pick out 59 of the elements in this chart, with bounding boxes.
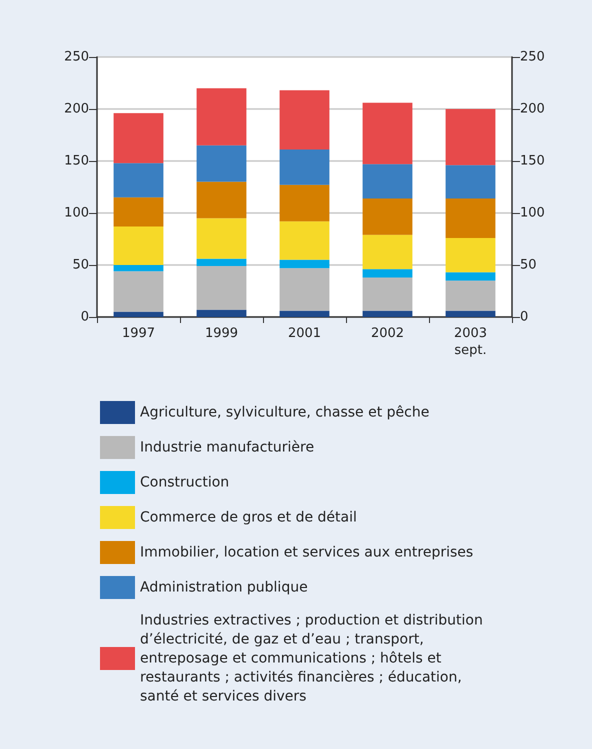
legend-label: Agriculture, sylviculture, chasse et pêche <box>140 404 430 420</box>
bar <box>280 221 330 260</box>
x-tick-label: 2003 sept. <box>454 326 488 358</box>
y2-tick-label: 50 <box>520 258 537 272</box>
bar <box>196 145 246 182</box>
bar <box>362 234 412 270</box>
bar <box>114 271 164 312</box>
bar <box>446 310 496 317</box>
x-tick-label: 1999 <box>204 326 238 341</box>
bar <box>196 258 246 266</box>
y-tick-label: 150 <box>64 154 89 168</box>
legend-label: Commerce de gros et de détail <box>140 510 357 526</box>
bar <box>114 265 164 272</box>
bar <box>280 268 330 311</box>
legend-label: Industries extractives ; production et distribution d’électricité, de gaz et d’eau ; transport, entreposage et communications ; hôtels et restaurants ; activités financières ; éducation, santé et services divers <box>140 612 488 704</box>
bar <box>114 226 164 265</box>
bar <box>196 310 246 317</box>
bar <box>196 218 246 259</box>
x-tick-label: 2001 <box>288 326 322 341</box>
bar <box>362 277 412 311</box>
y2-tick-label: 200 <box>520 102 545 116</box>
x-tick-label: 2002 <box>370 326 404 341</box>
bar <box>446 238 496 272</box>
bar <box>114 163 164 198</box>
bar <box>446 109 496 166</box>
bar <box>280 310 330 317</box>
bar <box>196 266 246 310</box>
bar <box>362 310 412 317</box>
bar <box>362 102 412 164</box>
y-tick-label: 100 <box>64 206 89 220</box>
y-tick-label: 50 <box>72 258 89 272</box>
bar <box>114 312 164 317</box>
legend-label: Construction <box>140 474 230 490</box>
bar <box>362 269 412 278</box>
x-tick-label: 1997 <box>122 326 156 341</box>
legend-label: Industrie manufacturière <box>140 440 314 456</box>
bar <box>446 165 496 198</box>
y2-tick-label: 100 <box>520 206 545 220</box>
y2-tick-label: 0 <box>520 310 528 324</box>
bar <box>280 150 330 185</box>
y-tick-label: 250 <box>64 50 89 64</box>
bar <box>362 198 412 235</box>
bar <box>446 198 496 238</box>
bar <box>114 197 164 227</box>
bar <box>446 280 496 311</box>
bar <box>362 164 412 198</box>
y-tick-label: 0 <box>80 310 89 324</box>
legend-label: Immobilier, location et services aux entreprises <box>140 544 474 560</box>
bar <box>114 113 164 164</box>
y2-tick-label: 150 <box>520 154 545 168</box>
bar <box>280 90 330 150</box>
bar <box>196 182 246 218</box>
bar <box>280 260 330 268</box>
bar <box>446 272 496 281</box>
y2-tick-label: 250 <box>520 50 545 64</box>
legend-label: Administration publique <box>140 580 308 596</box>
y-tick-label: 200 <box>64 102 89 116</box>
bar <box>280 184 330 222</box>
bar <box>196 88 246 146</box>
